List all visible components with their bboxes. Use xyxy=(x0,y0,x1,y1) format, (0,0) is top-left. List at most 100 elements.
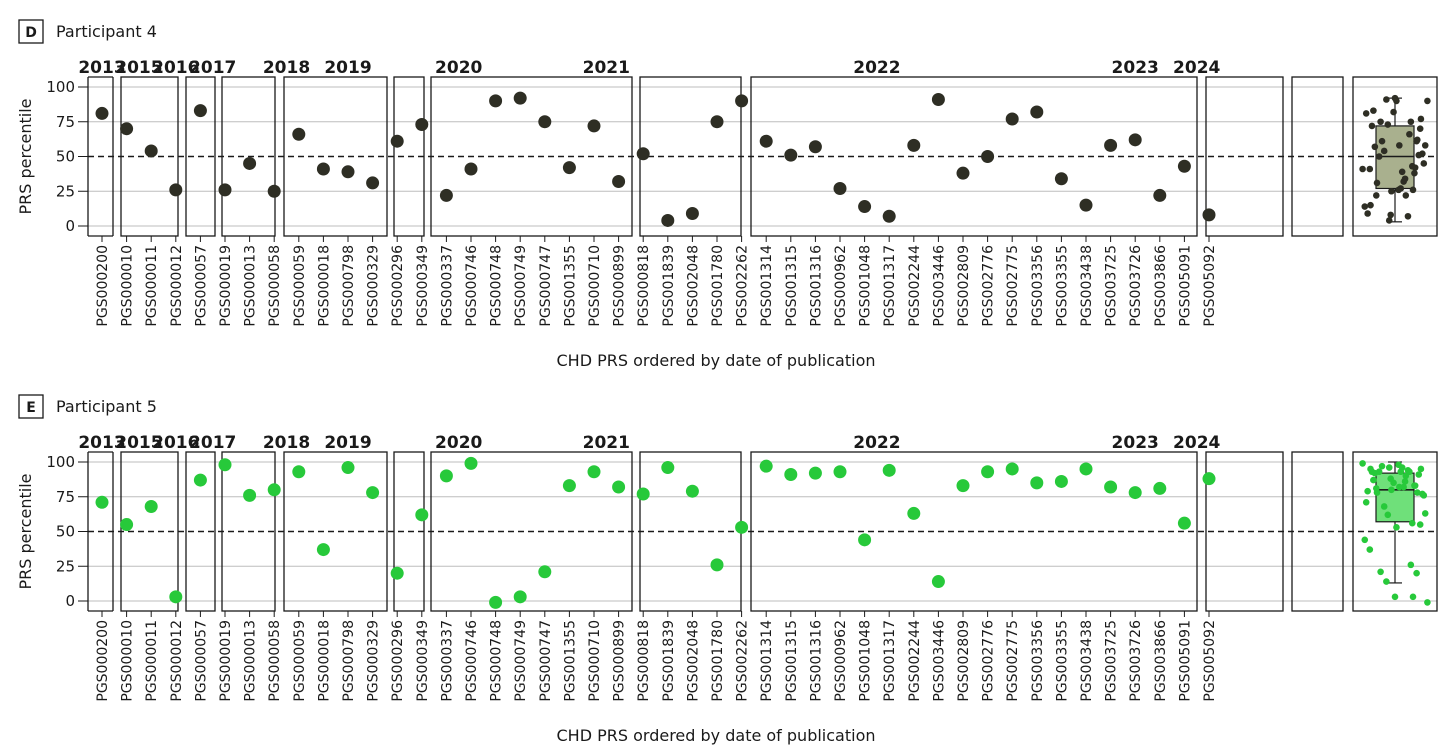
data-point xyxy=(316,543,330,557)
year-label-2015: 2015 xyxy=(115,433,162,453)
y-tick-label: 0 xyxy=(65,217,75,235)
boxplot-point xyxy=(1362,110,1370,117)
data-point xyxy=(489,595,503,609)
x-tick-label: PGS000329 xyxy=(366,620,382,702)
data-point xyxy=(562,161,576,175)
boxplot-point xyxy=(1421,510,1429,517)
x-tick-label: PGS002809 xyxy=(956,245,972,327)
boxplot-frame xyxy=(1352,76,1438,237)
x-tick-label: PGS003438 xyxy=(1079,620,1095,702)
year-label-2023: 2023 xyxy=(1112,433,1159,453)
group-frame-2015 xyxy=(120,451,179,612)
year-label-2024: 2024 xyxy=(1173,433,1220,453)
x-tick-label: PGS000012 xyxy=(169,245,185,327)
group-frame-2023 xyxy=(1205,76,1284,237)
boxplot-point xyxy=(1378,137,1386,145)
boxplot-point xyxy=(1397,185,1405,192)
x-tick-label: PGS000019 xyxy=(218,620,234,702)
data-point xyxy=(956,479,970,493)
y-tick-label: 100 xyxy=(46,453,75,471)
data-point xyxy=(735,94,749,108)
boxplot-point xyxy=(1417,115,1425,123)
boxplot-point xyxy=(1367,201,1374,209)
boxplot-point xyxy=(1415,151,1423,159)
data-point xyxy=(833,181,847,195)
x-tick-label: PGS000018 xyxy=(316,620,332,702)
x-tick-label: PGS003726 xyxy=(1128,245,1144,327)
boxplot-point xyxy=(1387,211,1394,219)
year-label-2015: 2015 xyxy=(115,58,162,78)
data-point xyxy=(415,508,429,522)
data-point xyxy=(784,148,798,162)
boxplot-point xyxy=(1402,472,1410,480)
group-frame-2018 xyxy=(283,76,388,237)
boxplot-point xyxy=(1407,118,1415,126)
data-point xyxy=(833,465,847,479)
x-tick-label: PGS000798 xyxy=(341,620,357,702)
data-point xyxy=(636,147,650,161)
chart-panel-d: D Participant 4 PRS percentile 0 25 50 75 100 CH… xyxy=(16,19,1438,370)
data-point xyxy=(710,115,724,129)
x-tick-label: PGS002775 xyxy=(1005,245,1021,327)
data-point xyxy=(612,175,626,189)
data-point xyxy=(1177,159,1191,173)
data-point xyxy=(981,150,995,163)
data-point xyxy=(661,213,675,227)
year-label-2020: 2020 xyxy=(435,433,482,453)
boxplot-point xyxy=(1404,212,1412,220)
year-label-2013: 2013 xyxy=(78,433,125,453)
x-tick-label: PGS002809 xyxy=(956,620,972,702)
data-point xyxy=(144,144,158,158)
boxplot-point xyxy=(1375,468,1383,476)
x-tick-label: PGS003725 xyxy=(1104,245,1120,327)
x-tick-label: PGS000018 xyxy=(316,245,332,327)
x-tick-label: PGS002262 xyxy=(735,620,751,702)
data-point xyxy=(316,162,330,176)
boxplot-point xyxy=(1388,486,1395,494)
y-axis-label: PRS percentile xyxy=(16,98,35,214)
data-point xyxy=(882,209,896,223)
boxplot-point xyxy=(1407,561,1415,569)
data-point xyxy=(907,138,921,152)
data-point xyxy=(636,487,650,501)
year-label-2019: 2019 xyxy=(324,58,371,78)
group-frame-2023 xyxy=(1205,451,1284,612)
data-point xyxy=(415,118,429,132)
x-tick-label: PGS000710 xyxy=(587,245,603,327)
boxplot-point xyxy=(1390,108,1397,116)
data-point xyxy=(1202,472,1216,486)
year-label-2016: 2016 xyxy=(152,433,199,453)
year-label-2022: 2022 xyxy=(853,433,900,453)
data-point xyxy=(587,119,601,133)
boxplot-point xyxy=(1384,121,1392,128)
x-tick-label: PGS002244 xyxy=(907,620,923,702)
x-tick-label: PGS000962 xyxy=(833,620,849,702)
boxplot-point xyxy=(1377,118,1384,126)
x-tick-label: PGS005091 xyxy=(1177,245,1193,327)
boxplot-point xyxy=(1398,168,1406,176)
x-tick-label: PGS002776 xyxy=(981,620,997,702)
data-point xyxy=(95,495,109,509)
year-label-2019: 2019 xyxy=(324,433,371,453)
data-point xyxy=(710,558,724,572)
y-tick-label: 25 xyxy=(56,557,75,575)
boxplot-point xyxy=(1420,160,1428,167)
boxplot-point xyxy=(1406,130,1413,138)
x-tick-label: PGS000057 xyxy=(193,620,209,702)
data-point xyxy=(439,188,453,202)
data-point xyxy=(267,184,281,198)
year-label-2020: 2020 xyxy=(435,58,482,78)
boxplot-point xyxy=(1388,187,1395,195)
x-tick-label: PGS003355 xyxy=(1054,620,1070,702)
data-point xyxy=(907,506,921,520)
group-frame-2022 xyxy=(750,451,1198,612)
boxplot-point xyxy=(1367,465,1374,473)
y-tick-label: 75 xyxy=(56,113,75,131)
year-label-2023: 2023 xyxy=(1112,58,1159,78)
x-tick-label: PGS003726 xyxy=(1128,620,1144,702)
data-point xyxy=(193,473,207,487)
year-label-2013: 2013 xyxy=(78,58,125,78)
data-point xyxy=(1202,208,1216,222)
x-tick-label: PGS001314 xyxy=(759,620,775,702)
x-tick-label: PGS000013 xyxy=(243,620,259,702)
